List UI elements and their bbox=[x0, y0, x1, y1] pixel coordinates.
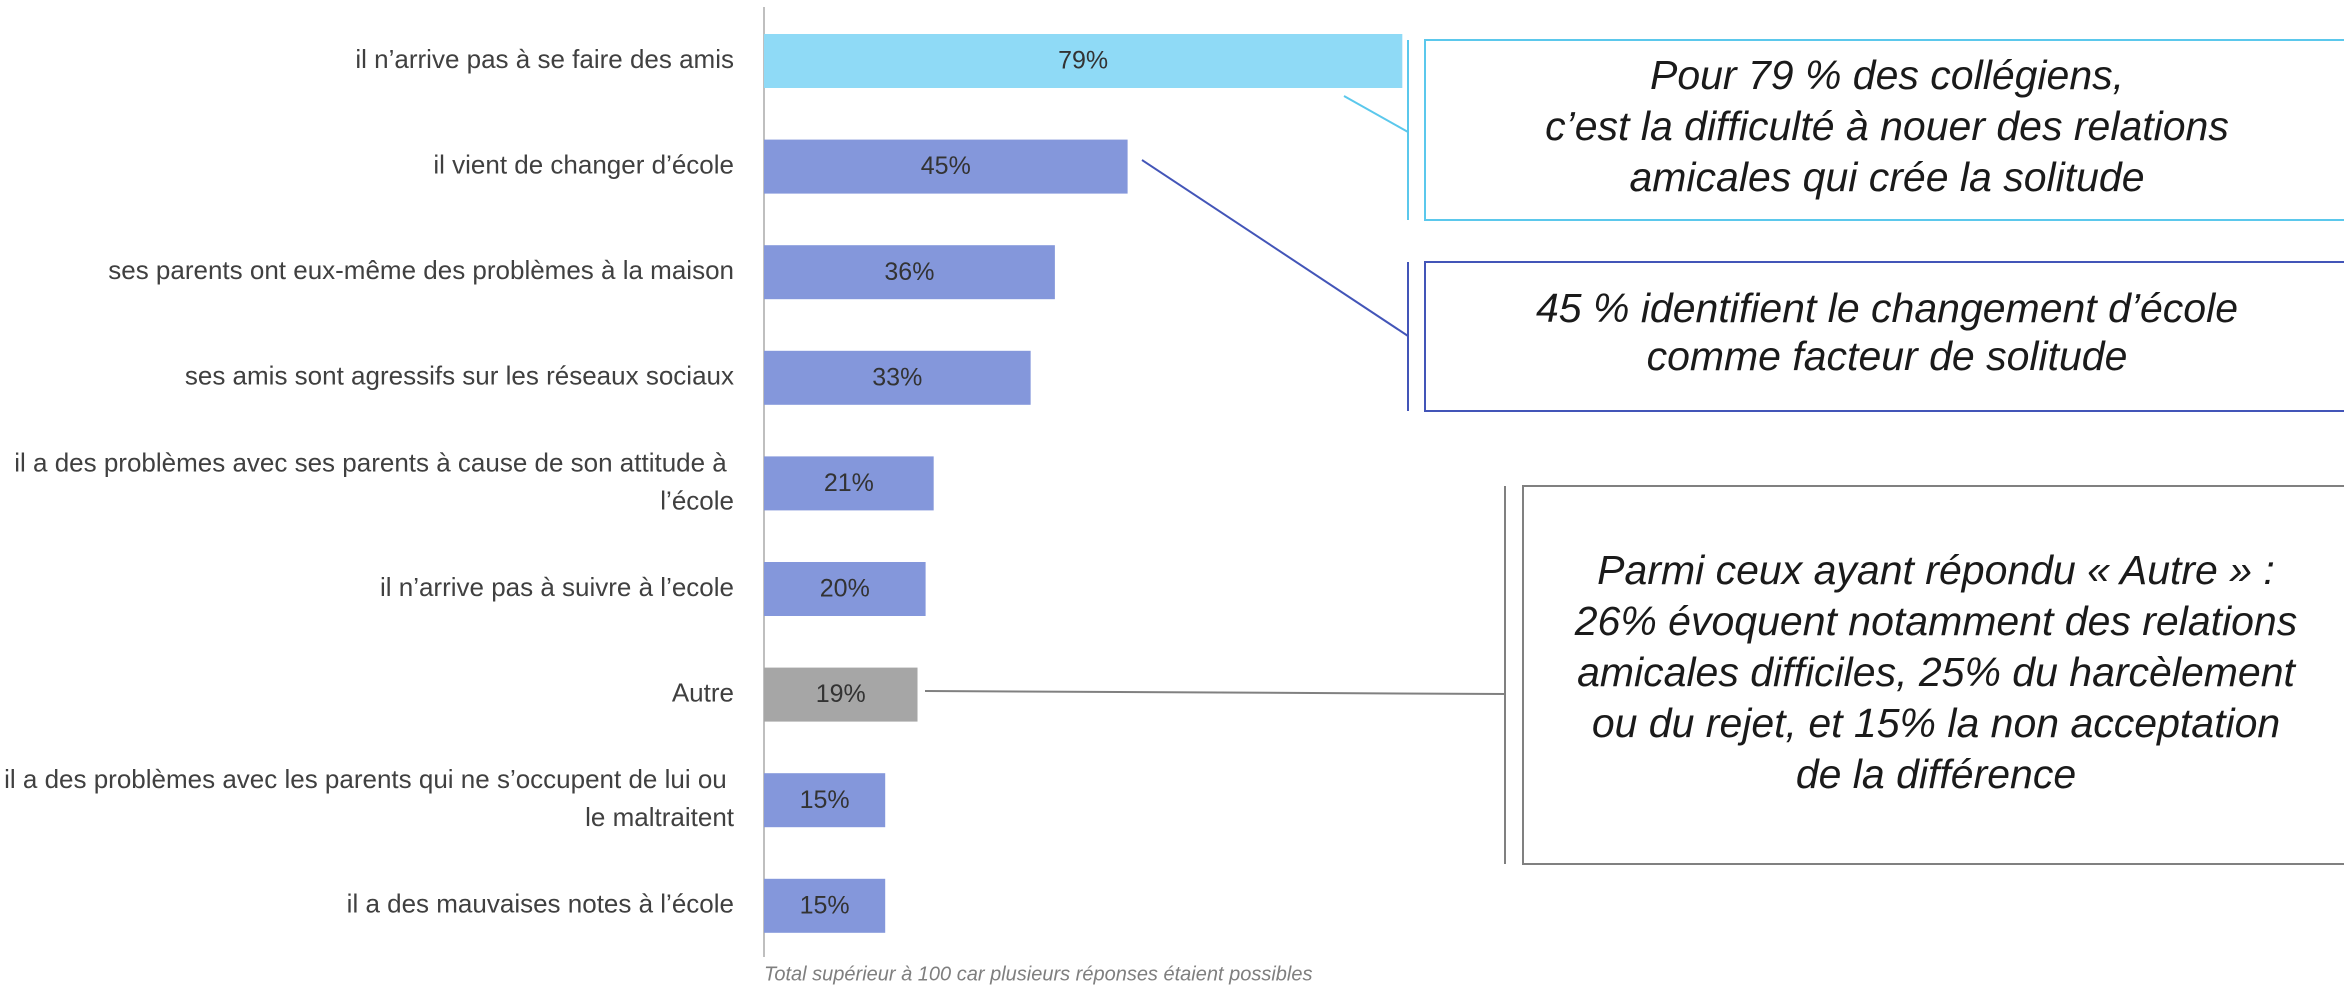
callout-box bbox=[1522, 485, 2344, 865]
data-label: 36% bbox=[884, 258, 934, 286]
callout-text: Pour 79 % des collégiens, bbox=[1650, 52, 2124, 98]
callout-text: de la différence bbox=[1796, 751, 2076, 797]
data-label: 15% bbox=[800, 786, 850, 814]
callout-text: 26% évoquent notamment des relations bbox=[1574, 598, 2298, 644]
data-label: 21% bbox=[824, 469, 874, 497]
callout-pointer bbox=[924, 690, 1506, 695]
category-label: ses amis sont agressifs sur les réseaux … bbox=[185, 361, 734, 391]
callout-text: amicales qui crée la solitude bbox=[1629, 154, 2144, 200]
category-label: Autre bbox=[672, 677, 734, 707]
callout-text: c’est la difficulté à nouer des relation… bbox=[1545, 103, 2229, 149]
data-label: 15% bbox=[800, 891, 850, 919]
category-label: il a des mauvaises notes à l’école bbox=[347, 889, 734, 919]
callout-box bbox=[1424, 261, 2344, 412]
bar bbox=[764, 245, 1055, 300]
callout-text: ou du rejet, et 15% la non acceptation bbox=[1592, 700, 2280, 746]
callout-text: Parmi ceux ayant répondu « Autre » : bbox=[1597, 547, 2275, 593]
footnote: Total supérieur à 100 car plusieurs répo… bbox=[764, 963, 1312, 985]
bar bbox=[764, 350, 1031, 405]
bar bbox=[764, 562, 926, 616]
bar bbox=[764, 773, 886, 828]
category-label: il vient de changer d’école bbox=[433, 149, 734, 179]
bar bbox=[764, 878, 886, 933]
category-label: il n’arrive pas à suivre à l’ecole bbox=[380, 572, 734, 602]
callout-pointer bbox=[1141, 159, 1409, 337]
callout-text: 45 % identifient le changement d’école bbox=[1536, 285, 2238, 331]
bar bbox=[764, 139, 1128, 194]
callout-text: comme facteur de solitude bbox=[1647, 333, 2128, 379]
bar bbox=[764, 456, 934, 511]
category-label: ses parents ont eux-même des problèmes à… bbox=[108, 255, 734, 285]
data-label: 33% bbox=[872, 363, 922, 391]
category-label: il a des problèmes avec les parents qui … bbox=[4, 764, 735, 832]
callout-pointer bbox=[1343, 95, 1409, 133]
callout-text: amicales difficiles, 25% du harcèlement bbox=[1577, 649, 2296, 695]
data-label: 79% bbox=[1058, 47, 1108, 75]
bar bbox=[764, 34, 1403, 88]
callout-box bbox=[1424, 39, 2344, 221]
data-label: 20% bbox=[820, 575, 870, 603]
data-label: 19% bbox=[816, 680, 866, 708]
bar bbox=[764, 667, 918, 722]
category-label: il n’arrive pas à se faire des amis bbox=[355, 44, 734, 74]
category-label: il a des problèmes avec ses parents à ca… bbox=[14, 447, 734, 515]
data-label: 45% bbox=[921, 152, 971, 180]
